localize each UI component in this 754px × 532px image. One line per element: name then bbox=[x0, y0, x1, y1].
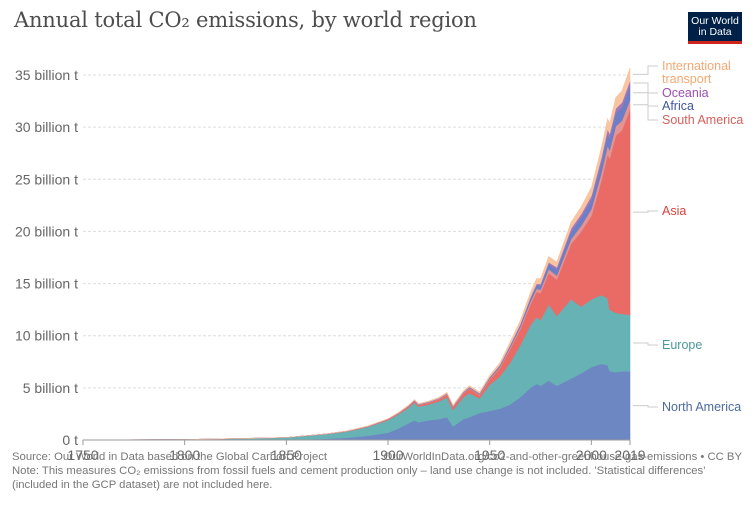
logo-line-1: Our World bbox=[691, 15, 739, 27]
area-series bbox=[82, 67, 631, 441]
x-tick-label: 2019 bbox=[614, 447, 645, 463]
y-axis-ticks: 0 t 5 billion t 10 billion t 15 billion t 20… bbox=[15, 67, 78, 448]
chart-title: Annual total CO₂ emissions, by world reg… bbox=[14, 8, 477, 32]
legend-label-asia: Asia bbox=[662, 204, 686, 218]
source-text: Source: Our World in Data based on the G… bbox=[12, 451, 328, 463]
y-tick-label: 25 billion t bbox=[15, 171, 78, 187]
note-line-2: (included in the GCP dataset) are not in… bbox=[12, 479, 273, 491]
x-tick-label: 1900 bbox=[372, 447, 403, 463]
y-tick-label: 35 billion t bbox=[15, 67, 78, 83]
area-international-transport bbox=[82, 67, 631, 441]
y-tick-label: 5 billion t bbox=[23, 380, 78, 396]
x-tick-label: 2000 bbox=[576, 447, 607, 463]
y-tick-label: 15 billion t bbox=[15, 276, 78, 292]
legend: North America Europe Asia South AmericaAfri… bbox=[633, 59, 743, 414]
x-tick-label: 1850 bbox=[271, 447, 302, 463]
legend-label-international-transport-line2: transport bbox=[662, 72, 712, 86]
logo-line-2: in Data bbox=[698, 26, 732, 38]
stacked-area-chart: 0 t 5 billion t 10 billion t 15 billion t 20… bbox=[15, 59, 743, 463]
y-tick-label: 30 billion t bbox=[15, 119, 78, 135]
url-license-link[interactable]: OurWorldInData.org/co2-and-other-greenho… bbox=[383, 451, 742, 463]
legend-label-north-america: North America bbox=[662, 400, 741, 414]
legend-label-africa: Africa bbox=[662, 99, 694, 113]
y-tick-label: 10 billion t bbox=[15, 328, 78, 344]
legend-label-europe: Europe bbox=[662, 338, 702, 352]
x-tick-label: 1800 bbox=[169, 447, 200, 463]
legend-connector bbox=[633, 82, 658, 94]
legend-label-international-transport: International bbox=[662, 59, 731, 73]
y-tick-label: 0 t bbox=[62, 432, 78, 448]
legend-connector bbox=[633, 92, 658, 107]
x-axis: 1750 1800 1850 1900 1950 2000 2019 bbox=[67, 439, 646, 463]
legend-connector bbox=[633, 104, 658, 121]
y-tick-label: 20 billion t bbox=[15, 223, 78, 239]
legend-connector bbox=[633, 405, 658, 408]
legend-label-south-america: South America bbox=[662, 113, 743, 127]
x-tick-label: 1750 bbox=[67, 447, 98, 463]
legend-connector bbox=[633, 65, 658, 75]
x-tick-label: 1950 bbox=[474, 447, 505, 463]
legend-label-oceania: Oceania bbox=[662, 86, 709, 100]
legend-connector bbox=[633, 210, 658, 213]
note-line-1: Note: This measures CO₂ emissions from f… bbox=[12, 465, 706, 477]
owid-logo[interactable]: Our World in Data bbox=[688, 12, 742, 44]
legend-connector bbox=[633, 342, 658, 346]
